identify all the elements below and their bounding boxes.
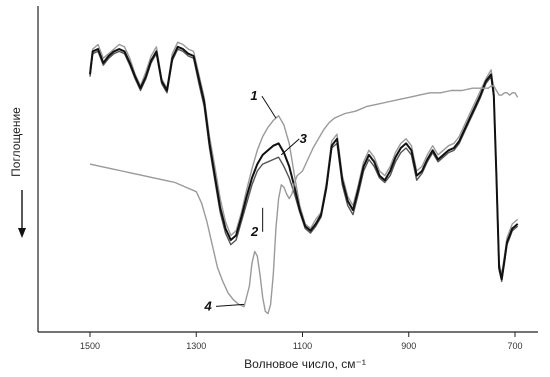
x-axis-title: Волновое число, см⁻¹ <box>244 357 366 371</box>
annotation-label-2: 2 <box>250 224 259 239</box>
x-axis-ticks: 1500 1300 1100 900 700 <box>80 332 523 351</box>
annotation-arrow-3 <box>280 138 300 156</box>
y-axis-direction-arrow-head <box>18 228 26 238</box>
y-axis-title: Поглощение <box>9 107 23 177</box>
annotation-label-3: 3 <box>300 131 308 146</box>
x-tick-label: 1500 <box>80 341 100 351</box>
x-tick-label: 900 <box>401 341 416 351</box>
series-line-s1 <box>89 41 519 276</box>
x-tick-label: 700 <box>507 341 522 351</box>
series-line-s4 <box>89 85 519 315</box>
x-tick-label: 1300 <box>186 341 206 351</box>
x-tick-label: 1100 <box>293 341 312 351</box>
annotation-label-1: 1 <box>250 88 257 103</box>
series-line-s3 <box>89 45 519 281</box>
y-axis-title-group: Поглощение <box>9 107 26 238</box>
curve-annotations: 1 3 2 4 <box>203 88 307 313</box>
annotation-arrow-4 <box>216 303 245 307</box>
plot-frame <box>37 6 538 333</box>
annotation-arrow-1 <box>261 95 277 119</box>
series-line-s2 <box>89 48 519 283</box>
annotation-label-4: 4 <box>203 298 212 313</box>
spectra-series <box>89 41 519 315</box>
